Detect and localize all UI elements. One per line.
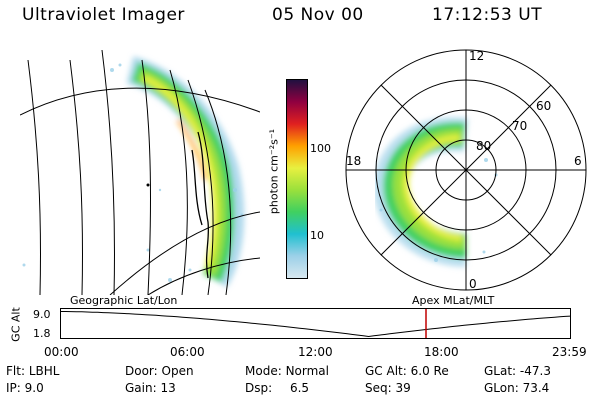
alt-plot-ylabel: GC Alt xyxy=(9,307,23,342)
mode-label: Mode: xyxy=(245,364,282,378)
lat-ring-60: 60 xyxy=(536,99,551,113)
ip-row: IP: 9.0 xyxy=(6,381,44,395)
gcalt-row: GC Alt: 6.0 Re xyxy=(365,364,449,378)
apex-panel-label: Apex MLat/MLT xyxy=(412,294,495,307)
date-label: 05 Nov 00 xyxy=(272,5,364,25)
alt-ytick-1.8: 1.8 xyxy=(33,327,51,340)
time-label: 17:12:53 UT xyxy=(432,5,543,25)
lat-grid xyxy=(20,87,260,295)
dsp-row: Dsp: 6.5 xyxy=(245,381,309,395)
door-value: Open xyxy=(161,364,194,378)
seq-row: Seq: 39 xyxy=(365,381,411,395)
mlt-label-0: 0 xyxy=(469,277,477,291)
gcalt-label: GC Alt: xyxy=(365,364,407,378)
altitude-plot xyxy=(60,308,571,339)
geographic-image-panel xyxy=(20,49,260,295)
glon-row: GLon: 73.4 xyxy=(484,381,549,395)
door-label: Door: xyxy=(125,364,158,378)
glat-row: GLat: -47.3 xyxy=(484,364,551,378)
door-row: Door: Open xyxy=(125,364,194,378)
gcalt-value: 6.0 Re xyxy=(410,364,449,378)
seq-label: Seq: xyxy=(365,381,392,395)
polar-grid xyxy=(345,49,587,291)
altitude-curve xyxy=(60,311,571,338)
flt-value: LBHL xyxy=(28,364,60,378)
alt-xtick-0000: 00:00 xyxy=(44,345,79,359)
colorbar-tick-10: 10 xyxy=(310,229,324,242)
gain-value: 13 xyxy=(160,381,176,395)
geographic-panel-label: Geographic Lat/Lon xyxy=(70,294,178,307)
alt-xtick-1800: 18:00 xyxy=(424,345,459,359)
glon-value: 73.4 xyxy=(522,381,550,395)
ip-label: IP: xyxy=(6,381,21,395)
ip-value: 9.0 xyxy=(24,381,44,395)
colorbar-tick-100: 100 xyxy=(310,142,331,155)
flt-label: Flt: xyxy=(6,364,25,378)
dsp-label: Dsp: xyxy=(245,381,273,395)
colorbar-unit-label: photon cm⁻²s⁻¹ xyxy=(267,128,281,215)
glat-label: GLat: xyxy=(484,364,517,378)
glon-label: GLon: xyxy=(484,381,519,395)
lon-grid xyxy=(27,49,232,295)
gain-label: Gain: xyxy=(125,381,157,395)
alt-ytick-9: 9.0 xyxy=(33,308,51,321)
polar-mlt-panel: 80 70 60 12 18 6 0 xyxy=(345,49,587,291)
seq-value: 39 xyxy=(395,381,411,395)
mode-value: Normal xyxy=(285,364,329,378)
mlt-label-18: 18 xyxy=(346,154,361,168)
coastline xyxy=(191,131,210,279)
lat-ring-80: 80 xyxy=(476,139,491,153)
glat-value: -47.3 xyxy=(519,364,551,378)
mlt-label-6: 6 xyxy=(574,154,582,168)
colorbar xyxy=(286,79,308,279)
dsp-value: 6.5 xyxy=(289,381,310,395)
gain-row: Gain: 13 xyxy=(125,381,176,395)
alt-xtick-2359: 23:59 xyxy=(552,345,587,359)
alt-xtick-0600: 06:00 xyxy=(170,345,205,359)
flt-row: Flt: LBHL xyxy=(6,364,59,378)
lat-ring-70: 70 xyxy=(512,119,527,133)
mode-row: Mode: Normal xyxy=(245,364,329,378)
polar-aurora-oval xyxy=(373,117,469,267)
alt-xtick-1200: 12:00 xyxy=(298,345,333,359)
mlt-label-12: 12 xyxy=(469,49,484,63)
instrument-title: Ultraviolet Imager xyxy=(22,5,185,25)
aurora-oval xyxy=(126,56,245,288)
